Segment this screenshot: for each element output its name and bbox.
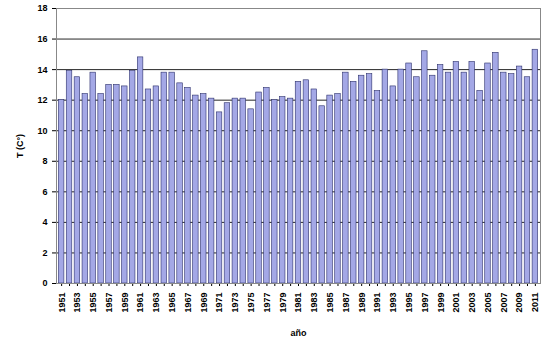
svg-text:1969: 1969: [199, 293, 209, 313]
svg-text:1985: 1985: [325, 293, 335, 313]
svg-text:1973: 1973: [230, 293, 240, 313]
svg-text:0: 0: [42, 278, 47, 288]
svg-text:2005: 2005: [483, 293, 493, 313]
svg-text:1991: 1991: [372, 293, 382, 313]
svg-text:1953: 1953: [72, 293, 82, 313]
svg-text:2011: 2011: [530, 293, 540, 313]
svg-text:1965: 1965: [167, 293, 177, 313]
svg-text:1955: 1955: [88, 293, 98, 313]
svg-text:8: 8: [42, 156, 47, 166]
svg-text:1995: 1995: [404, 293, 414, 313]
svg-text:10: 10: [37, 126, 47, 136]
svg-text:1951: 1951: [57, 293, 67, 313]
svg-text:1979: 1979: [278, 293, 288, 313]
svg-text:1981: 1981: [293, 293, 303, 313]
svg-text:1989: 1989: [357, 293, 367, 313]
svg-text:2009: 2009: [514, 293, 524, 313]
svg-text:1959: 1959: [120, 293, 130, 313]
svg-text:2001: 2001: [451, 293, 461, 313]
svg-text:1993: 1993: [388, 293, 398, 313]
svg-text:1971: 1971: [214, 293, 224, 313]
svg-text:6: 6: [42, 187, 47, 197]
svg-text:1983: 1983: [309, 293, 319, 313]
svg-text:1975: 1975: [246, 293, 256, 313]
svg-text:16: 16: [37, 34, 47, 44]
svg-text:T (C°): T (C°): [15, 134, 25, 158]
svg-text:año: año: [290, 328, 307, 338]
svg-text:1977: 1977: [262, 293, 272, 313]
svg-text:1963: 1963: [151, 293, 161, 313]
svg-text:2003: 2003: [467, 293, 477, 313]
svg-text:18: 18: [37, 3, 47, 13]
svg-text:2007: 2007: [499, 293, 509, 313]
svg-text:1997: 1997: [420, 293, 430, 313]
svg-text:1967: 1967: [183, 293, 193, 313]
svg-text:14: 14: [37, 64, 47, 74]
svg-text:12: 12: [37, 95, 47, 105]
svg-text:1961: 1961: [135, 293, 145, 313]
svg-text:4: 4: [42, 217, 47, 227]
svg-text:1957: 1957: [104, 293, 114, 313]
svg-text:1999: 1999: [436, 293, 446, 313]
svg-text:1987: 1987: [341, 293, 351, 313]
svg-text:2: 2: [42, 248, 47, 258]
